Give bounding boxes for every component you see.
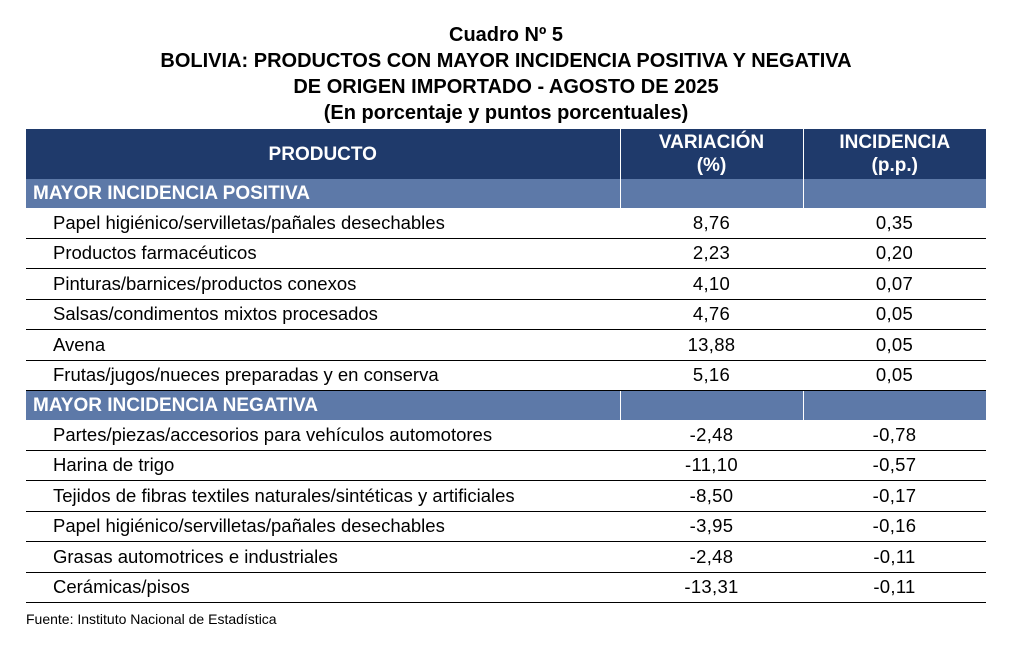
table-row: Papel higiénico/servilletas/pañales dese… [26,511,986,542]
product-name: Pinturas/barnices/productos conexos [26,268,620,300]
header-row: PRODUCTO VARIACIÓN (%) INCIDENCIA (p.p.) [26,129,986,179]
section-negative: MAYOR INCIDENCIA NEGATIVA [26,390,986,420]
table-title-continued: DE ORIGEN IMPORTADO - AGOSTO DE 2025 [293,76,719,98]
table-number: Cuadro Nº 5 [449,24,563,46]
product-name: Salsas/condimentos mixtos procesados [26,299,620,330]
incidence-value: 0,07 [803,268,986,300]
section-positive-label: MAYOR INCIDENCIA POSITIVA [26,179,620,208]
variation-value: 5,16 [620,360,803,391]
incidence-value: -0,17 [803,480,986,512]
table-row: Tejidos de fibras textiles naturales/sin… [26,480,986,512]
incidence-value: 0,20 [803,238,986,269]
header-variacion-label: VARIACIÓN [658,132,765,153]
section-cell [619,390,803,420]
header-producto: PRODUCTO [26,129,620,179]
product-name: Tejidos de fibras textiles naturales/sin… [26,480,620,512]
incidence-value: -0,57 [803,450,986,481]
product-name: Avena [26,329,620,361]
table-row: Avena 13,88 0,05 [26,329,986,361]
product-name: Grasas automotrices e industriales [26,541,620,573]
table-row: Papel higiénico/servilletas/pañales dese… [26,208,986,239]
products-table: PRODUCTO VARIACIÓN (%) INCIDENCIA (p.p.)… [26,129,986,603]
table-row: Salsas/condimentos mixtos procesados 4,7… [26,299,986,330]
section-cell [802,179,986,208]
header-incidencia-label: INCIDENCIA [839,132,951,153]
variation-value: -3,95 [620,511,803,542]
header-incidencia-unit: (p.p.) [871,155,918,176]
section-cell [619,179,803,208]
variation-value: -2,48 [620,420,803,451]
product-name: Harina de trigo [26,450,620,481]
variation-value: -11,10 [620,450,803,481]
table-row: Frutas/jugos/nueces preparadas y en cons… [26,360,986,391]
header-incidencia: INCIDENCIA (p.p.) [802,129,986,179]
product-name: Papel higiénico/servilletas/pañales dese… [26,208,620,239]
incidence-value: 0,05 [803,329,986,361]
incidence-value: 0,05 [803,360,986,391]
incidence-value: -0,11 [803,541,986,573]
incidence-value: -0,78 [803,420,986,451]
table-row: Harina de trigo -11,10 -0,57 [26,450,986,481]
variation-value: 4,10 [620,268,803,300]
variation-value: -2,48 [620,541,803,573]
header-variacion-unit: (%) [696,155,727,176]
product-name: Frutas/jugos/nueces preparadas y en cons… [26,360,620,391]
table-row: Partes/piezas/accesorios para vehículos … [26,420,986,451]
variation-value: 4,76 [620,299,803,330]
table-row: Grasas automotrices e industriales -2,48… [26,541,986,573]
table-title: BOLIVIA: PRODUCTOS CON MAYOR INCIDENCIA … [160,50,852,72]
variation-value: 2,23 [620,238,803,269]
table-title-block: Cuadro Nº 5 BOLIVIA: PRODUCTOS CON MAYOR… [0,22,1012,126]
incidence-value: 0,35 [803,208,986,239]
variation-value: -8,50 [620,480,803,512]
source-note: Fuente: Instituto Nacional de Estadístic… [26,611,277,627]
product-name: Productos farmacéuticos [26,238,620,269]
variation-value: -13,31 [620,572,803,603]
header-variacion: VARIACIÓN (%) [619,129,803,179]
product-name: Cerámicas/pisos [26,572,620,603]
product-name: Papel higiénico/servilletas/pañales dese… [26,511,620,542]
variation-value: 13,88 [620,329,803,361]
section-cell [802,390,986,420]
table-units: (En porcentaje y puntos porcentuales) [323,102,689,124]
table-row: Pinturas/barnices/productos conexos 4,10… [26,268,986,300]
variation-value: 8,76 [620,208,803,239]
incidence-value: -0,11 [803,572,986,603]
incidence-value: -0,16 [803,511,986,542]
section-positive: MAYOR INCIDENCIA POSITIVA [26,179,986,208]
incidence-value: 0,05 [803,299,986,330]
table-row: Productos farmacéuticos 2,23 0,20 [26,238,986,269]
table-row: Cerámicas/pisos -13,31 -0,11 [26,572,986,603]
section-negative-label: MAYOR INCIDENCIA NEGATIVA [26,390,620,420]
product-name: Partes/piezas/accesorios para vehículos … [26,420,620,451]
